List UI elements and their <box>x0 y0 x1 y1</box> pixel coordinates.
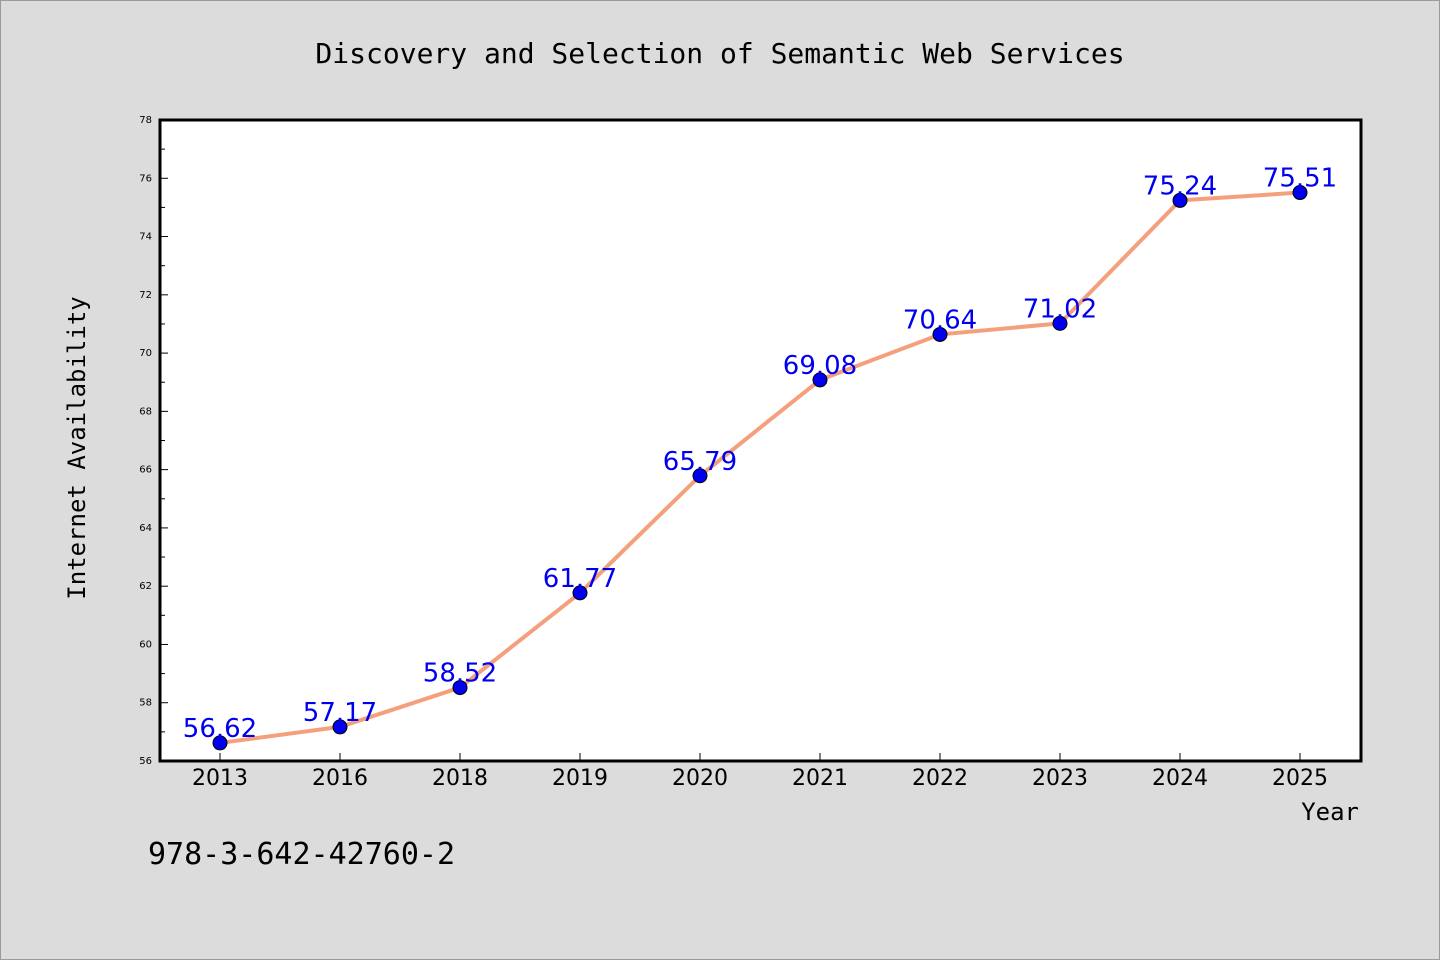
x-tick-label: 2025 <box>1272 766 1328 791</box>
chart-title: Discovery and Selection of Semantic Web … <box>315 37 1124 70</box>
x-tick-label: 2024 <box>1152 766 1208 791</box>
x-tick-label: 2021 <box>792 766 848 791</box>
y-tick-label: 60 <box>139 639 152 650</box>
data-label: 70.64 <box>903 305 977 335</box>
series-line <box>219 190 1301 745</box>
x-axis-label: Year <box>1301 798 1359 826</box>
x-tick-label: 2016 <box>312 766 368 791</box>
data-label: 58.52 <box>423 659 497 689</box>
data-point <box>332 719 348 735</box>
data-point <box>1292 185 1308 201</box>
data-point <box>212 735 228 751</box>
data-point <box>692 468 708 484</box>
x-tick-label: 2018 <box>432 766 488 791</box>
y-tick-label: 72 <box>139 290 152 301</box>
data-point <box>452 680 468 696</box>
y-axis: 56 58 60 62 64 66 68 70 72 74 76 78 <box>139 115 168 767</box>
data-label: 71.02 <box>1023 294 1097 324</box>
data-point <box>812 372 828 388</box>
y-tick-label: 62 <box>139 581 152 592</box>
y-tick-label: 68 <box>139 406 152 417</box>
y-axis-label: Internet Availability <box>63 296 91 599</box>
data-point <box>1172 192 1188 208</box>
data-point <box>1052 315 1068 331</box>
y-tick-label: 74 <box>139 232 152 243</box>
series-layer: 56.62 57.17 58.52 61.77 65.79 69.08 70.64 71.02… <box>183 164 1337 751</box>
data-label: 56.62 <box>183 714 257 744</box>
y-tick-label: 76 <box>139 173 152 184</box>
plot-area <box>158 118 1363 763</box>
y-tick-label: 66 <box>139 465 152 476</box>
x-tick-label: 2019 <box>552 766 608 791</box>
x-tick-label: 2020 <box>672 766 728 791</box>
x-tick-label: 2022 <box>912 766 968 791</box>
x-axis: 2013 2016 2018 2019 2020 2021 2022 2023 2024 2025 <box>192 753 1328 791</box>
x-tick-label: 2013 <box>192 766 248 791</box>
footer-isbn: 978-3-642-42760-2 <box>148 837 455 872</box>
y-tick-label: 70 <box>139 348 152 359</box>
y-tick-label: 78 <box>139 115 152 126</box>
x-tick-label: 2023 <box>1032 766 1088 791</box>
y-tick-label: 64 <box>139 523 152 534</box>
y-tick-label: 58 <box>139 698 152 709</box>
data-label: 69.08 <box>783 351 857 381</box>
data-label: 57.17 <box>303 698 377 728</box>
data-point <box>932 326 948 342</box>
y-tick-label: 56 <box>139 756 152 767</box>
data-point <box>572 585 588 601</box>
data-label: 75.24 <box>1143 171 1217 201</box>
data-label: 65.79 <box>663 447 737 477</box>
data-label: 61.77 <box>543 564 617 594</box>
data-label: 75.51 <box>1263 164 1337 194</box>
